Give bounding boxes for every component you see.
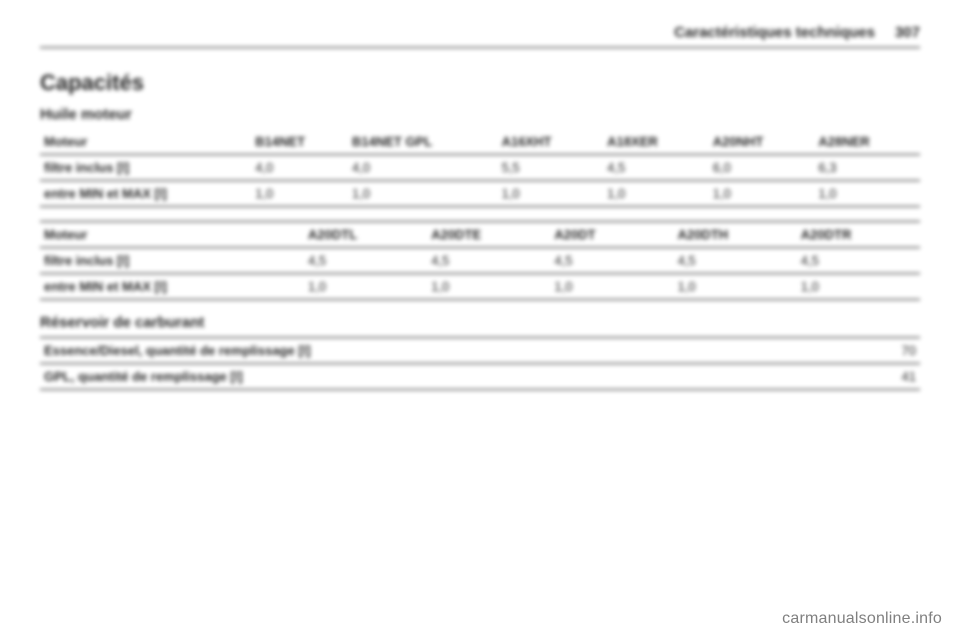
row-label: filtre inclus [l] [40,248,304,274]
cell-value: 1,0 [427,274,550,300]
cell-value: 4,5 [304,248,427,274]
col-header-label: Moteur [40,222,304,248]
cell-value: 4,5 [427,248,550,274]
header-page-number: 307 [895,24,920,41]
col-header-label: Moteur [40,129,251,155]
col-header-engine: A20DTL [304,222,427,248]
col-header-engine: B14NET [251,129,348,155]
row-label: entre MIN et MAX [l] [40,274,304,300]
table-row: entre MIN et MAX [l]1,01,01,01,01,0 [40,274,920,300]
fuel-row: Essence/Diesel, quantité de remplissage … [40,338,920,364]
fuel-label: GPL, quantité de remplissage [l] [44,369,243,384]
fuel-row: GPL, quantité de remplissage [l] 41 [40,364,920,390]
cell-value: 1,0 [814,181,920,207]
fuel-value: 41 [902,369,916,384]
cell-value: 5,5 [498,155,604,181]
col-header-engine: A18XER [603,129,709,155]
cell-value: 1,0 [797,274,920,300]
cell-value: 4,5 [550,248,673,274]
fuel-table: Essence/Diesel, quantité de remplissage … [40,337,920,390]
cell-value: 6,3 [814,155,920,181]
cell-value: 1,0 [251,181,348,207]
cell-value: 4,5 [797,248,920,274]
cell-value: 1,0 [603,181,709,207]
row-label: entre MIN et MAX [l] [40,181,251,207]
cell-value: 4,5 [674,248,797,274]
cell-value: 4,0 [348,155,498,181]
fuel-heading: Réservoir de carburant [40,314,920,331]
oil-table-2: MoteurA20DTLA20DTEA20DTA20DTHA20DTR filt… [40,221,920,300]
cell-value: 1,0 [674,274,797,300]
page-title: Capacités [40,70,920,96]
cell-value: 1,0 [709,181,815,207]
cell-value: 1,0 [498,181,604,207]
col-header-engine: A20DT [550,222,673,248]
cell-value: 1,0 [348,181,498,207]
col-header-engine: B14NET GPL [348,129,498,155]
col-header-engine: A28NER [814,129,920,155]
table-row: entre MIN et MAX [l]1,01,01,01,01,01,0 [40,181,920,207]
fuel-label: Essence/Diesel, quantité de remplissage … [44,343,311,358]
cell-value: 6,0 [709,155,815,181]
oil-heading: Huile moteur [40,106,920,123]
col-header-engine: A20DTH [674,222,797,248]
col-header-engine: A16XHT [498,129,604,155]
row-label: filtre inclus [l] [40,155,251,181]
oil-table-1: MoteurB14NETB14NET GPLA16XHTA18XERA20NHT… [40,129,920,207]
col-header-engine: A20NHT [709,129,815,155]
table-row: filtre inclus [l]4,04,05,54,56,06,3 [40,155,920,181]
table-row: filtre inclus [l]4,54,54,54,54,5 [40,248,920,274]
cell-value: 1,0 [550,274,673,300]
cell-value: 4,5 [603,155,709,181]
cell-value: 1,0 [304,274,427,300]
watermark-text: carmanualsonline.info [782,610,942,628]
col-header-engine: A20DTR [797,222,920,248]
col-header-engine: A20DTE [427,222,550,248]
cell-value: 4,0 [251,155,348,181]
header-section-title: Caractéristiques techniques [674,24,875,41]
fuel-value: 70 [902,343,916,358]
